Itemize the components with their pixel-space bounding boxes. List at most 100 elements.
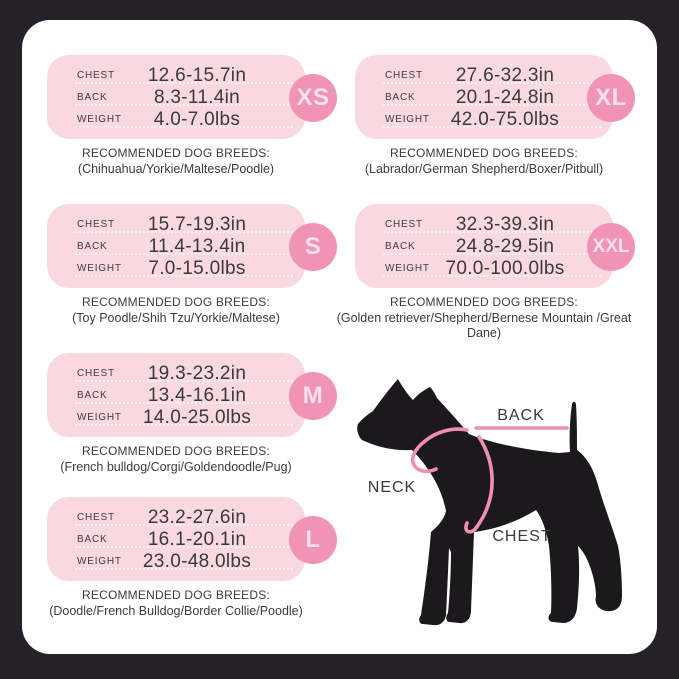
size-badge-m: M <box>289 372 337 420</box>
weight-value: 4.0-7.0lbs <box>153 109 241 130</box>
weight-label: WEIGHT <box>385 114 430 125</box>
size-group-l: CHEST 23.2-27.6in BACK 16.1-20.1in WEIGH… <box>47 497 337 619</box>
breeds-list: (Toy Poodle/Shih Tzu/Yorkie/Maltese) <box>72 311 280 325</box>
size-group-xs: CHEST 12.6-15.7in BACK 8.3-11.4in WEIGHT… <box>47 55 337 177</box>
back-row: BACK 20.1-24.8in <box>355 87 613 109</box>
breeds-block: RECOMMENDED DOG BREEDS: (Doodle/French B… <box>21 588 331 619</box>
weight-value: 23.0-48.0lbs <box>142 551 252 572</box>
dotted-leader <box>383 253 601 255</box>
dotted-leader <box>75 424 293 426</box>
size-group-xxl: CHEST 32.3-39.3in BACK 24.8-29.5in WEIGH… <box>337 204 635 341</box>
dotted-leader <box>75 402 293 404</box>
back-value: 20.1-24.8in <box>455 87 555 108</box>
back-value: 24.8-29.5in <box>455 236 555 257</box>
chest-row: CHEST 15.7-19.3in <box>47 214 305 236</box>
chest-label: CHEST <box>77 219 115 230</box>
dotted-leader <box>75 126 293 128</box>
size-badge-xs: XS <box>289 74 337 122</box>
back-label: BACK <box>77 92 108 103</box>
size-group-s: CHEST 15.7-19.3in BACK 11.4-13.4in WEIGH… <box>47 204 337 326</box>
back-label: BACK <box>77 390 108 401</box>
chest-row: CHEST 27.6-32.3in <box>355 65 613 87</box>
weight-label: WEIGHT <box>77 556 122 567</box>
dotted-leader <box>383 82 601 84</box>
dotted-leader <box>75 380 293 382</box>
dotted-leader <box>75 82 293 84</box>
chest-value: 12.6-15.7in <box>147 65 247 86</box>
back-diagram-label: BACK <box>497 407 545 424</box>
back-row: BACK 24.8-29.5in <box>355 236 613 258</box>
back-label: BACK <box>385 241 416 252</box>
breeds-list: (French bulldog/Corgi/Goldendoodle/Pug) <box>60 460 292 474</box>
back-row: BACK 13.4-16.1in <box>47 385 305 407</box>
weight-row: WEIGHT 23.0-48.0lbs <box>47 551 305 573</box>
weight-label: WEIGHT <box>77 114 122 125</box>
neck-measure-loop <box>410 427 469 474</box>
dotted-leader <box>75 524 293 526</box>
size-card-l: CHEST 23.2-27.6in BACK 16.1-20.1in WEIGH… <box>47 497 337 581</box>
back-row: BACK 8.3-11.4in <box>47 87 305 109</box>
back-label: BACK <box>77 534 108 545</box>
breeds-list: (Doodle/French Bulldog/Border Collie/Poo… <box>49 604 303 618</box>
dog-silhouette-illustration: BACK NECK CHEST <box>357 379 622 626</box>
dotted-leader <box>75 231 293 233</box>
size-badge-l: L <box>289 516 337 564</box>
size-badge-xxl: XXL <box>587 223 635 271</box>
weight-label: WEIGHT <box>77 263 122 274</box>
dog-measurement-diagram: BACK NECK CHEST <box>355 360 655 650</box>
chest-measure-strap <box>464 435 494 534</box>
chest-diagram-label: CHEST <box>492 528 551 545</box>
breeds-block: RECOMMENDED DOG BREEDS: (Toy Poodle/Shih… <box>21 295 331 326</box>
size-group-m: CHEST 19.3-23.2in BACK 13.4-16.1in WEIGH… <box>47 353 337 475</box>
dotted-leader <box>75 253 293 255</box>
weight-row: WEIGHT 14.0-25.0lbs <box>47 407 305 429</box>
back-value: 13.4-16.1in <box>147 385 247 406</box>
weight-value: 42.0-75.0lbs <box>450 109 560 130</box>
breeds-list: (Chihuahua/Yorkie/Maltese/Poodle) <box>77 162 275 176</box>
weight-row: WEIGHT 70.0-100.0lbs <box>355 258 613 280</box>
size-card-m: CHEST 19.3-23.2in BACK 13.4-16.1in WEIGH… <box>47 353 337 437</box>
weight-value: 7.0-15.0lbs <box>148 258 246 279</box>
chest-label: CHEST <box>77 512 115 523</box>
back-label: BACK <box>77 241 108 252</box>
neck-diagram-label: NECK <box>368 479 416 496</box>
breeds-block: RECOMMENDED DOG BREEDS: (Golden retrieve… <box>329 295 639 341</box>
breeds-block: RECOMMENDED DOG BREEDS: (French bulldog/… <box>21 444 331 475</box>
breeds-block: RECOMMENDED DOG BREEDS: (Labrador/German… <box>329 146 639 177</box>
weight-value: 14.0-25.0lbs <box>142 407 252 428</box>
breeds-header: RECOMMENDED DOG BREEDS: <box>390 146 578 160</box>
back-label: BACK <box>385 92 416 103</box>
breeds-header: RECOMMENDED DOG BREEDS: <box>82 444 270 458</box>
chest-value: 23.2-27.6in <box>147 507 247 528</box>
chest-row: CHEST 23.2-27.6in <box>47 507 305 529</box>
size-badge-s: S <box>289 223 337 271</box>
dotted-leader <box>383 231 601 233</box>
size-card-xxl: CHEST 32.3-39.3in BACK 24.8-29.5in WEIGH… <box>355 204 635 288</box>
size-card-xs: CHEST 12.6-15.7in BACK 8.3-11.4in WEIGHT… <box>47 55 337 139</box>
back-value: 11.4-13.4in <box>148 236 246 257</box>
size-card-xl: CHEST 27.6-32.3in BACK 20.1-24.8in WEIGH… <box>355 55 635 139</box>
chest-value: 19.3-23.2in <box>147 363 247 384</box>
chest-label: CHEST <box>77 70 115 81</box>
breeds-header: RECOMMENDED DOG BREEDS: <box>82 146 270 160</box>
dotted-leader <box>75 104 293 106</box>
dotted-leader <box>75 546 293 548</box>
weight-row: WEIGHT 4.0-7.0lbs <box>47 109 305 131</box>
breeds-header: RECOMMENDED DOG BREEDS: <box>82 588 270 602</box>
chest-row: CHEST 19.3-23.2in <box>47 363 305 385</box>
breeds-header: RECOMMENDED DOG BREEDS: <box>82 295 270 309</box>
back-value: 8.3-11.4in <box>153 87 241 108</box>
dotted-leader <box>75 275 293 277</box>
chest-value: 32.3-39.3in <box>455 214 555 235</box>
chest-label: CHEST <box>385 70 423 81</box>
breeds-block: RECOMMENDED DOG BREEDS: (Chihuahua/Yorki… <box>21 146 331 177</box>
dotted-leader <box>383 104 601 106</box>
chest-row: CHEST 12.6-15.7in <box>47 65 305 87</box>
weight-label: WEIGHT <box>77 412 122 423</box>
chest-label: CHEST <box>385 219 423 230</box>
weight-label: WEIGHT <box>385 263 430 274</box>
size-group-xl: CHEST 27.6-32.3in BACK 20.1-24.8in WEIGH… <box>355 55 635 177</box>
size-badge-xl: XL <box>587 74 635 122</box>
chest-value: 27.6-32.3in <box>455 65 555 86</box>
